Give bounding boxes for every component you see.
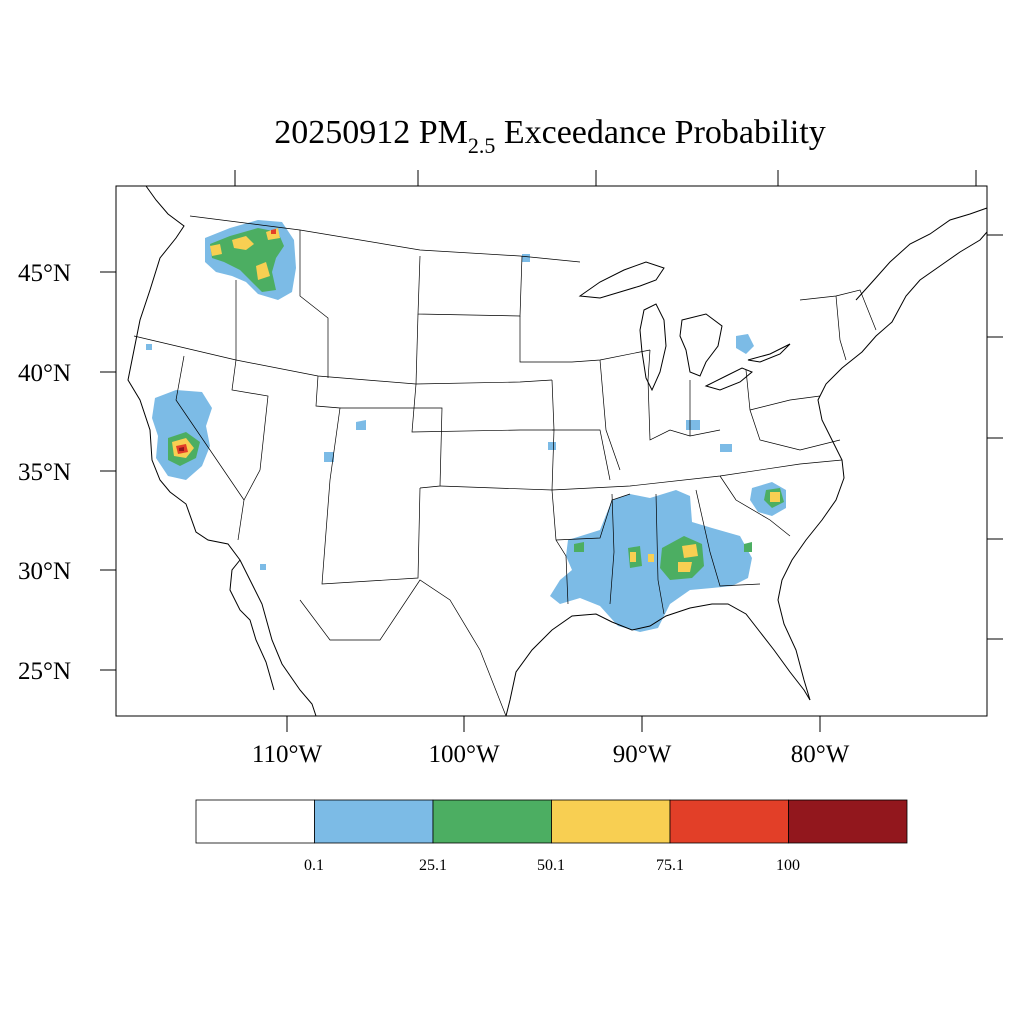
plume-ndakota xyxy=(522,254,530,262)
plume-ohio xyxy=(686,420,700,430)
plume-michigan xyxy=(736,334,754,354)
lat-labels: 45°N 40°N 35°N 30°N 25°N xyxy=(18,260,71,685)
plume-sc-yellow xyxy=(770,492,780,502)
title-subscript: 2.5 xyxy=(468,133,496,158)
coastlines xyxy=(127,185,988,717)
lon-labels: 110°W 100°W 90°W 80°W xyxy=(252,741,850,768)
plume-idaho-montana-yellow-2 xyxy=(210,244,222,256)
colorbar-label-3: 75.1 xyxy=(656,857,684,874)
plume-southeast-yellow-1 xyxy=(682,544,698,558)
lat-label-25: 25°N xyxy=(18,658,71,685)
lon-label-80w: 80°W xyxy=(791,741,850,768)
colorbar-swatch-2 xyxy=(432,799,552,844)
lon-label-90w: 90°W xyxy=(613,741,672,768)
plume-idaho-montana xyxy=(205,220,296,300)
plume-utah xyxy=(324,452,334,462)
plume-oregon xyxy=(146,344,152,350)
map-title: 20250912 PM2.5 Exceedance Probability xyxy=(274,114,826,158)
plume-southeast xyxy=(550,490,752,632)
plume-southeast-green-3 xyxy=(574,542,584,552)
lat-label-45: 45°N xyxy=(18,260,71,287)
plume-california-darkred xyxy=(179,447,184,451)
top-ticks xyxy=(234,170,977,186)
plume-colorado xyxy=(356,420,366,430)
colorbar-swatch-4 xyxy=(669,799,789,844)
colorbar-swatch-1 xyxy=(314,799,434,844)
plume-arkansas xyxy=(548,442,556,450)
state-borders xyxy=(133,215,877,717)
plume-idaho-montana-red xyxy=(271,229,276,234)
colorbar-swatch-0 xyxy=(195,799,315,844)
colorbar-label-1: 25.1 xyxy=(419,857,447,874)
lat-label-40: 40°N xyxy=(18,360,71,387)
lon-label-110w: 110°W xyxy=(252,741,323,768)
left-ticks xyxy=(100,271,116,671)
plume-idaho-montana-yellow-3 xyxy=(256,262,270,280)
title-suffix: Exceedance Probability xyxy=(495,114,825,151)
lat-label-35: 35°N xyxy=(18,459,71,486)
plume-idaho-montana-yellow-1 xyxy=(232,236,254,250)
plume-california xyxy=(152,390,212,480)
plume-southeast-green-4 xyxy=(744,542,752,552)
colorbar-swatch-5 xyxy=(788,799,908,844)
lat-label-30: 30°N xyxy=(18,558,71,585)
plume-southeast-yellow-4 xyxy=(648,554,654,562)
plume-kentucky xyxy=(720,444,732,452)
colorbar-swatch-3 xyxy=(551,799,671,844)
plume-small-patches xyxy=(146,254,754,570)
plume-baja xyxy=(260,564,266,570)
bottom-ticks xyxy=(286,716,821,732)
colorbar-label-0: 0.1 xyxy=(304,857,324,874)
colorbar-label-2: 50.1 xyxy=(537,857,565,874)
plume-southeast-yellow-3 xyxy=(630,552,636,562)
probability-plumes xyxy=(146,220,786,632)
colorbar-label-4: 100 xyxy=(776,857,800,874)
plume-south-carolina xyxy=(750,482,786,516)
right-ticks xyxy=(987,234,1003,640)
lon-label-100w: 100°W xyxy=(428,741,499,768)
colorbar: 0.1 25.1 50.1 75.1 100 xyxy=(195,799,908,874)
plume-southeast-yellow-2 xyxy=(678,562,692,572)
title-prefix: 20250912 PM xyxy=(274,114,468,151)
